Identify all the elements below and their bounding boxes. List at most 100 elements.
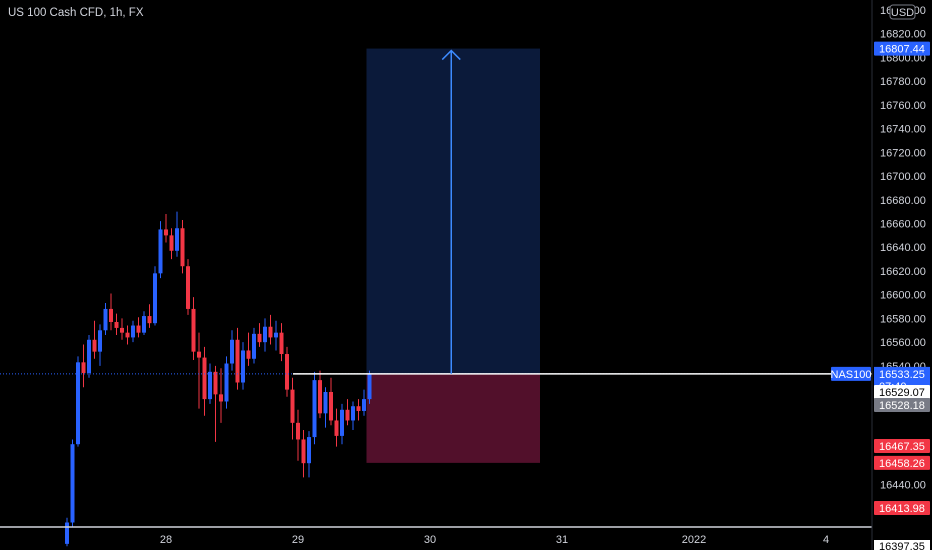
candle <box>241 342 245 390</box>
candle-body <box>70 444 75 523</box>
candle-body <box>279 332 284 355</box>
candle <box>334 408 339 447</box>
candle-body <box>307 437 311 464</box>
symbol-tag-text: NAS100 <box>831 369 872 381</box>
candle-body <box>186 266 190 309</box>
price-tick-label: 16560.00 <box>880 337 926 349</box>
candle <box>191 297 196 360</box>
candle-body <box>197 351 201 358</box>
time-tick-label: 29 <box>292 534 304 546</box>
candle <box>263 318 267 352</box>
position-zones <box>366 48 541 463</box>
candle-body <box>169 235 174 251</box>
price-tick-label: 16640.00 <box>880 242 926 254</box>
candle-body <box>356 406 361 411</box>
candle-body <box>318 380 322 414</box>
stop-upper-label-text: 16467.35 <box>879 441 925 453</box>
candle <box>268 314 273 345</box>
candle-body <box>153 273 157 324</box>
candle-body <box>235 339 240 383</box>
symbol-tag[interactable]: NAS100 <box>831 366 872 381</box>
candle <box>76 356 80 447</box>
target-zone[interactable] <box>366 48 541 374</box>
price-tick-label: 16820.00 <box>880 29 926 41</box>
candles-layer <box>65 211 372 547</box>
candle-body <box>109 308 113 322</box>
stop-zone[interactable] <box>366 373 541 463</box>
candle <box>367 370 372 404</box>
candle <box>142 311 146 336</box>
candle-body <box>147 316 152 324</box>
candle-body <box>268 326 273 338</box>
price-tick-label: 16700.00 <box>880 171 926 183</box>
currency-badge-label: USD <box>891 7 914 19</box>
ask-price-label-bg <box>874 398 930 412</box>
candle-body <box>257 333 262 343</box>
candle-body <box>334 420 339 436</box>
candle-body <box>131 325 135 338</box>
price-tick-label: 16720.00 <box>880 147 926 159</box>
candle-body <box>241 350 245 383</box>
time-tick-label: 4 <box>823 534 829 546</box>
ask-price-label[interactable]: 16528.18 <box>874 398 930 412</box>
time-axis[interactable]: 28293031202245 <box>160 534 932 546</box>
candle-body <box>164 229 168 236</box>
candle <box>312 371 317 445</box>
candle-body <box>345 409 350 421</box>
candle-body <box>120 327 124 333</box>
price-tick-label: 16760.00 <box>880 100 926 112</box>
candle <box>120 318 124 340</box>
candle <box>224 356 229 409</box>
candle-body <box>191 308 196 352</box>
candle <box>153 266 157 326</box>
candle <box>219 368 223 423</box>
candle-body <box>81 362 86 374</box>
candle-body <box>274 332 278 338</box>
target-price-label[interactable]: 16807.44 <box>874 41 930 56</box>
price-tick-label: 16780.00 <box>880 76 926 88</box>
candle-body <box>213 371 218 395</box>
candle-body <box>65 522 69 544</box>
candle-body <box>246 350 251 359</box>
candle-body <box>76 362 80 445</box>
candle-body <box>296 422 300 440</box>
candle <box>323 387 328 428</box>
bid-price-label[interactable]: 16529.07 <box>874 385 930 399</box>
time-tick-label: 28 <box>160 534 172 546</box>
candle <box>318 370 322 419</box>
candle <box>362 389 366 416</box>
candle-body <box>252 333 256 359</box>
price-tick-label: 16620.00 <box>880 266 926 278</box>
candle-body <box>329 391 333 421</box>
time-tick-label: 2022 <box>682 534 706 546</box>
candle <box>186 259 190 315</box>
price-tick-label: 16600.00 <box>880 290 926 302</box>
candle <box>345 399 350 426</box>
low-price-label-bg <box>874 501 930 515</box>
target-price-label-text: 16807.44 <box>879 44 925 56</box>
candle-body <box>87 339 91 374</box>
candle <box>301 429 306 478</box>
position-overlay[interactable] <box>0 49 872 528</box>
low-price-label[interactable]: 16413.98 <box>874 501 930 515</box>
currency-badge[interactable]: USD <box>889 4 916 20</box>
candle <box>87 335 91 378</box>
candle-body <box>125 332 130 338</box>
bottom-price-label[interactable]: 16397.35 <box>874 540 930 550</box>
stop-price-label[interactable]: 16458.26 <box>874 455 930 470</box>
price-axis[interactable]: 16840.0016820.0016800.0016780.0016760.00… <box>831 0 930 550</box>
candle-body <box>285 354 289 390</box>
candle <box>70 439 75 528</box>
candle-body <box>219 394 223 402</box>
candle-body <box>301 439 306 464</box>
candle <box>197 332 201 409</box>
stop-upper-label[interactable]: 16467.35 <box>874 439 930 453</box>
candle-body <box>224 363 229 402</box>
candle-body <box>136 325 141 333</box>
symbol-tag-bg <box>831 366 871 381</box>
candle <box>147 304 152 328</box>
candle <box>235 327 240 390</box>
candle <box>175 211 179 257</box>
candle-body <box>158 229 163 274</box>
